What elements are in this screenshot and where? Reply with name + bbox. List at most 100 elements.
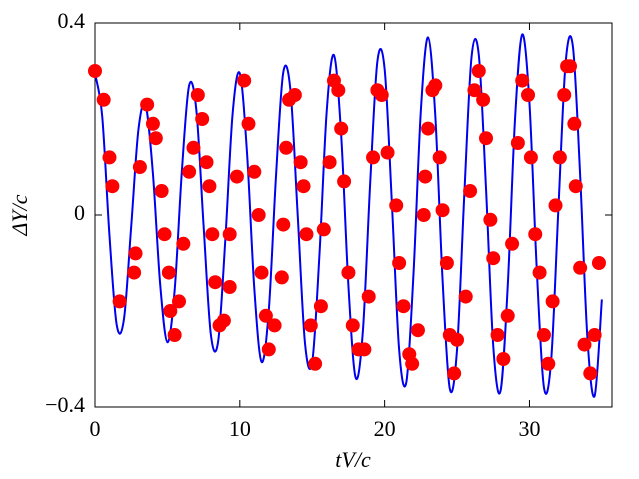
data-point — [96, 92, 111, 107]
data-point — [587, 328, 602, 342]
data-point — [251, 208, 266, 222]
data-point — [127, 265, 142, 280]
data-point — [568, 179, 583, 194]
data-point — [567, 116, 582, 131]
data-point — [157, 227, 172, 242]
data-point — [176, 236, 191, 251]
data-point — [405, 356, 420, 371]
data-point — [463, 184, 478, 198]
data-point — [396, 299, 411, 314]
data-point — [410, 323, 425, 338]
data-point — [528, 227, 543, 242]
data-point — [337, 174, 352, 189]
data-point — [439, 256, 454, 270]
data-point — [523, 150, 538, 165]
data-point — [432, 150, 447, 165]
data-point — [471, 64, 486, 78]
y-tick-label: 0 — [74, 200, 85, 225]
data-point — [334, 121, 349, 136]
data-point — [548, 198, 563, 213]
data-point — [380, 145, 395, 160]
x-tick-label: 20 — [374, 416, 396, 441]
data-point — [476, 92, 491, 107]
data-point — [274, 270, 289, 285]
data-point — [416, 208, 431, 222]
data-point — [145, 116, 160, 131]
data-point — [132, 160, 147, 174]
data-point — [536, 328, 551, 342]
data-point — [505, 236, 520, 251]
data-point — [557, 88, 572, 102]
data-point — [374, 88, 389, 102]
data-point — [361, 289, 376, 304]
data-point — [313, 299, 328, 314]
data-point — [258, 308, 273, 323]
data-point — [229, 169, 244, 184]
data-point — [296, 179, 311, 194]
data-point — [483, 212, 498, 227]
data-point — [428, 78, 443, 93]
data-point — [447, 366, 462, 381]
data-point — [171, 294, 186, 309]
data-point — [140, 97, 155, 112]
data-point — [237, 73, 252, 88]
data-point — [341, 265, 356, 280]
data-point — [545, 294, 560, 309]
data-point — [287, 88, 302, 102]
x-axis-title: tV/c — [335, 447, 371, 472]
x-tick-label: 30 — [518, 416, 540, 441]
data-point — [105, 179, 120, 194]
data-point — [167, 328, 182, 342]
data-point — [148, 131, 163, 146]
data-line — [94, 33, 603, 398]
data-point — [112, 294, 127, 309]
data-point — [154, 184, 169, 198]
data-point — [552, 150, 567, 165]
data-point — [366, 150, 381, 165]
data-point — [205, 227, 220, 242]
data-point — [345, 318, 360, 333]
data-point — [521, 88, 536, 102]
data-point — [563, 59, 578, 74]
data-point — [450, 332, 465, 347]
data-point — [303, 318, 318, 333]
data-point — [421, 121, 436, 136]
data-point — [222, 227, 237, 242]
data-point — [216, 313, 231, 328]
data-point — [195, 112, 210, 126]
data-point — [331, 83, 346, 98]
data-point — [261, 342, 276, 357]
data-point — [435, 203, 450, 218]
data-point — [591, 256, 606, 270]
data-point — [500, 308, 515, 323]
x-tick-label: 10 — [229, 416, 251, 441]
data-point — [316, 222, 331, 237]
data-point — [199, 155, 214, 170]
data-point — [293, 155, 308, 170]
data-point — [161, 265, 176, 280]
data-point — [392, 256, 407, 270]
data-point — [322, 155, 337, 170]
data-point — [496, 352, 511, 366]
data-point — [308, 356, 323, 371]
data-point — [267, 318, 282, 333]
data-point — [577, 337, 592, 352]
data-point — [279, 140, 294, 155]
data-point — [222, 280, 237, 294]
data-point — [510, 136, 525, 150]
data-point — [163, 304, 178, 318]
data-point — [458, 289, 473, 304]
data-point — [208, 275, 223, 290]
data-point — [515, 73, 530, 88]
data-point — [88, 64, 102, 78]
y-tick-label: −0.4 — [45, 392, 85, 417]
data-point — [532, 265, 547, 280]
y-tick-label: 0.4 — [58, 8, 86, 33]
data-point — [573, 260, 588, 275]
data-point — [241, 116, 256, 131]
data-point — [186, 140, 201, 155]
data-point — [247, 164, 262, 179]
data-point — [357, 342, 372, 357]
